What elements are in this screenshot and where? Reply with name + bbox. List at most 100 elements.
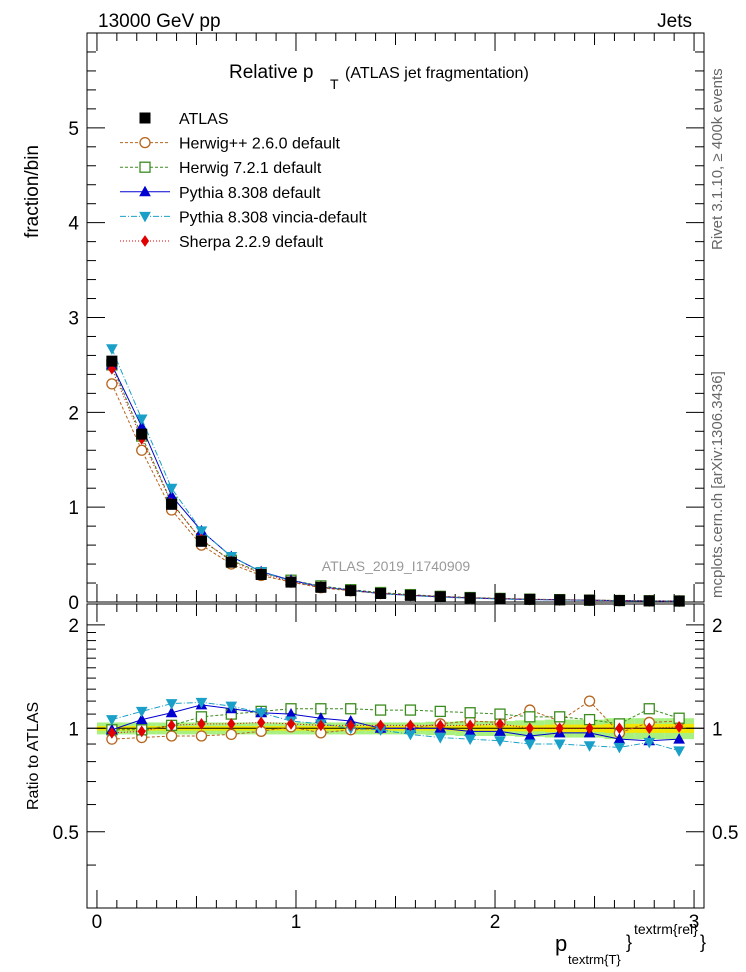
data-point-herwig-2-6-0-default [136,444,148,456]
legend-entry-sherpa-2-2-9-default: Sherpa 2.2.9 default [120,234,324,251]
legend-entry-herwig-2-6-0-default: Herwig++ 2.6.0 default [120,136,341,153]
ratio-line-pythia-8-308-vincia-default [111,701,680,752]
ratio-point-sherpa-2-2-9-default [197,718,206,730]
data-point-atlas [255,568,267,580]
main-y-tick-label: 5 [68,119,79,140]
data-point-atlas [225,556,237,568]
data-point-atlas [494,593,506,605]
chart-title: Relative p T (ATLAS jet fragmentation) [229,62,529,92]
data-point-atlas [404,589,416,601]
ratio-point-pythia-8-308-default [494,725,506,736]
series-line-herwig-2-6-0-default [111,383,680,602]
x-axis-label: p textrm{T} } textrm{rel} } [555,921,706,967]
data-point-atlas [315,581,327,593]
x-axis-label-subscript: textrm{T} [568,952,621,967]
ratio-y-tick-label: 1 [68,719,79,740]
ratio-point-sherpa-2-2-9-default [406,719,415,732]
ratio-point-pythia-8-308-vincia-default [195,697,208,709]
ratio-point-herwig-7-2-1-default [494,708,506,720]
ratio-point-sherpa-2-2-9-default [137,725,146,738]
data-point-atlas [464,592,476,604]
x-axis-label-brace-end: } [700,932,706,952]
legend-marker [140,235,150,247]
chart-title-rest: (ATLAS jet fragmentation) [345,65,529,82]
legend-label: Pythia 8.308 default [179,185,321,202]
ratio-point-herwig-2-6-0-default [225,728,237,741]
main-y-tick-label: 3 [68,309,79,330]
x-tick-label: 0 [92,912,103,933]
ratio-y-tick-label-right: 1 [712,719,723,740]
ratio-point-sherpa-2-2-9-default [316,719,325,732]
data-point-atlas [643,595,655,607]
ratio-point-herwig-2-6-0-default [165,730,178,742]
ratio-point-sherpa-2-2-9-default [257,716,266,729]
ratio-point-herwig-7-2-1-default [643,703,655,715]
x-tick-label: 2 [490,912,501,933]
data-point-atlas [195,535,207,547]
ratio-point-pythia-8-308-vincia-default [613,742,626,754]
ratio-point-herwig-7-2-1-default [554,711,566,723]
ratio-y-tick-label-right: 0.5 [712,823,738,844]
ratio-point-pythia-8-308-vincia-default [165,699,178,710]
ratio-point-pythia-8-308-vincia-default [673,746,685,757]
mcplots-label: mcplots.cern.ch [arXiv:1306.3436] [709,371,726,598]
ratio-point-pythia-8-308-default [135,713,148,725]
data-point-atlas [285,576,297,588]
data-point-atlas [524,593,536,605]
ratio-point-sherpa-2-2-9-default [615,722,624,735]
data-point-atlas [136,428,148,440]
ratio-panel-frame [86,603,705,909]
data-point-atlas [554,594,566,606]
legend-marker [139,161,151,173]
ratio-point-herwig-7-2-1-default [524,711,536,723]
legend-label: Herwig 7.2.1 default [179,160,322,177]
header-energy-label: 13000 GeV pp [98,11,221,32]
data-point-pythia-8-308-vincia-default [195,526,208,537]
data-point-atlas [166,498,178,510]
ratio-point-sherpa-2-2-9-default [286,718,296,730]
ratio-point-pythia-8-308-vincia-default [106,715,118,726]
chart-title-main: Relative p [229,62,314,83]
ratio-point-sherpa-2-2-9-default [525,722,534,735]
data-point-atlas [345,585,357,597]
data-point-pythia-8-308-vincia-default [165,483,178,495]
series-atlas [106,355,685,607]
ratio-point-sherpa-2-2-9-default [555,722,564,735]
legend-label: ATLAS [179,111,229,128]
ratio-y-tick-label-right: 2 [712,616,723,637]
ratio-point-herwig-7-2-1-default [464,707,476,719]
ratio-point-sherpa-2-2-9-default [495,718,505,730]
ratio-point-herwig-2-6-0-default [583,695,596,707]
ratio-point-pythia-8-308-vincia-default [404,729,417,741]
main-y-axis-label: fraction/bin [22,145,43,238]
legend-entry-pythia-8-308-vincia-default: Pythia 8.308 vincia-default [120,209,367,226]
analysis-watermark: ATLAS_2019_I1740909 [322,558,471,574]
ratio-series-sherpa-2-2-9-default [107,716,684,739]
ratio-line-pythia-8-308-default [111,704,680,742]
ratio-point-pythia-8-308-vincia-default [643,737,656,749]
ratio-y-tick-label: 0.5 [53,823,79,844]
ratio-point-pythia-8-308-vincia-default [464,734,476,746]
data-point-herwig-2-6-0-default [106,378,118,390]
ratio-point-pythia-8-308-vincia-default [434,733,447,744]
ratio-point-herwig-2-6-0-default [195,730,208,742]
ratio-y-axis-label: Ratio to ATLAS [25,702,42,810]
legend-label: Sherpa 2.2.9 default [179,234,324,251]
ratio-point-herwig-7-2-1-default [374,704,387,716]
legend-marker [139,185,151,197]
ratio-point-herwig-7-2-1-default [345,703,357,715]
data-point-atlas [106,355,118,367]
legend-entry-herwig-7-2-1-default: Herwig 7.2.1 default [120,160,322,177]
ratio-series-group [106,695,685,757]
x-axis-label-superscript: textrm{rel} [634,921,698,937]
ratio-point-pythia-8-308-default [165,706,178,718]
ratio-axis-ticks: 0.5 0.5 1 1 2 2 0 1 2 3 [53,604,738,933]
ratio-point-sherpa-2-2-9-default [227,718,236,730]
main-axis-ticks: 0 1 2 3 4 5 [68,33,704,614]
ratio-point-herwig-7-2-1-default [434,705,446,718]
legend-entry-atlas: ATLAS [139,111,229,128]
header-jets-label: Jets [657,11,692,32]
ratio-point-pythia-8-308-vincia-default [583,741,596,752]
main-y-tick-label: 1 [68,498,79,519]
